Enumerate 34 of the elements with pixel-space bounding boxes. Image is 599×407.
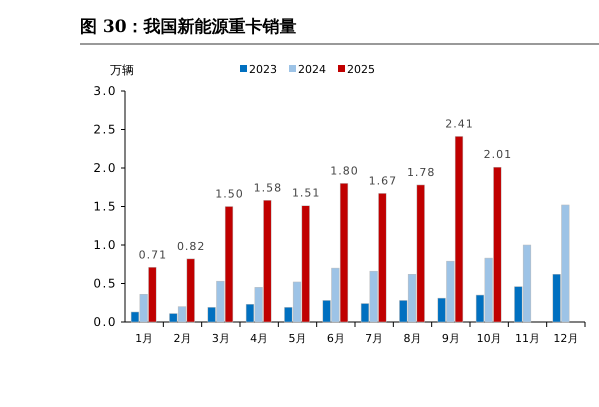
x-tick-label: 3月 (212, 332, 230, 345)
y-tick-label: 2.0 (93, 161, 117, 175)
data-label: 1.50 (215, 188, 244, 200)
y-axis-title: 万辆 (110, 63, 134, 77)
x-tick-label: 5月 (288, 332, 306, 345)
data-label: 0.82 (176, 240, 206, 253)
x-tick-label: 11月 (515, 332, 540, 345)
data-label: 2.01 (484, 148, 512, 162)
data-label: 1.80 (330, 164, 359, 178)
y-tick-label: 0.5 (93, 276, 117, 290)
legend-label: 2023 (249, 63, 277, 76)
x-tick-label: 6月 (326, 332, 345, 345)
data-label: 2.41 (445, 117, 474, 130)
data-label: 1.58 (254, 181, 282, 194)
data-label: 1.67 (368, 174, 398, 188)
chart-title: 图 30：我国新能源重卡销量 (80, 17, 297, 37)
data-label: 0.71 (138, 248, 168, 262)
y-tick-label: 3.0 (93, 84, 117, 98)
data-label: 1.78 (406, 166, 436, 179)
x-tick-label: 2月 (174, 332, 192, 345)
x-tick-label: 4月 (250, 332, 268, 345)
x-tick-label: 12月 (553, 332, 578, 345)
legend-label: 2025 (347, 63, 375, 76)
x-tick-label: 9月 (442, 332, 460, 345)
y-tick-label: 1.5 (93, 200, 117, 214)
x-tick-label: 1月 (135, 332, 154, 345)
x-tick-label: 10月 (476, 332, 502, 345)
legend-label: 2024 (298, 63, 326, 76)
y-tick-label: 2.5 (93, 122, 117, 136)
x-tick-label: 7月 (365, 332, 384, 345)
data-label: 1.51 (292, 186, 320, 200)
y-tick-label: 0.0 (93, 315, 117, 329)
x-tick-label: 8月 (404, 332, 422, 345)
y-tick-label: 1.0 (93, 238, 117, 252)
